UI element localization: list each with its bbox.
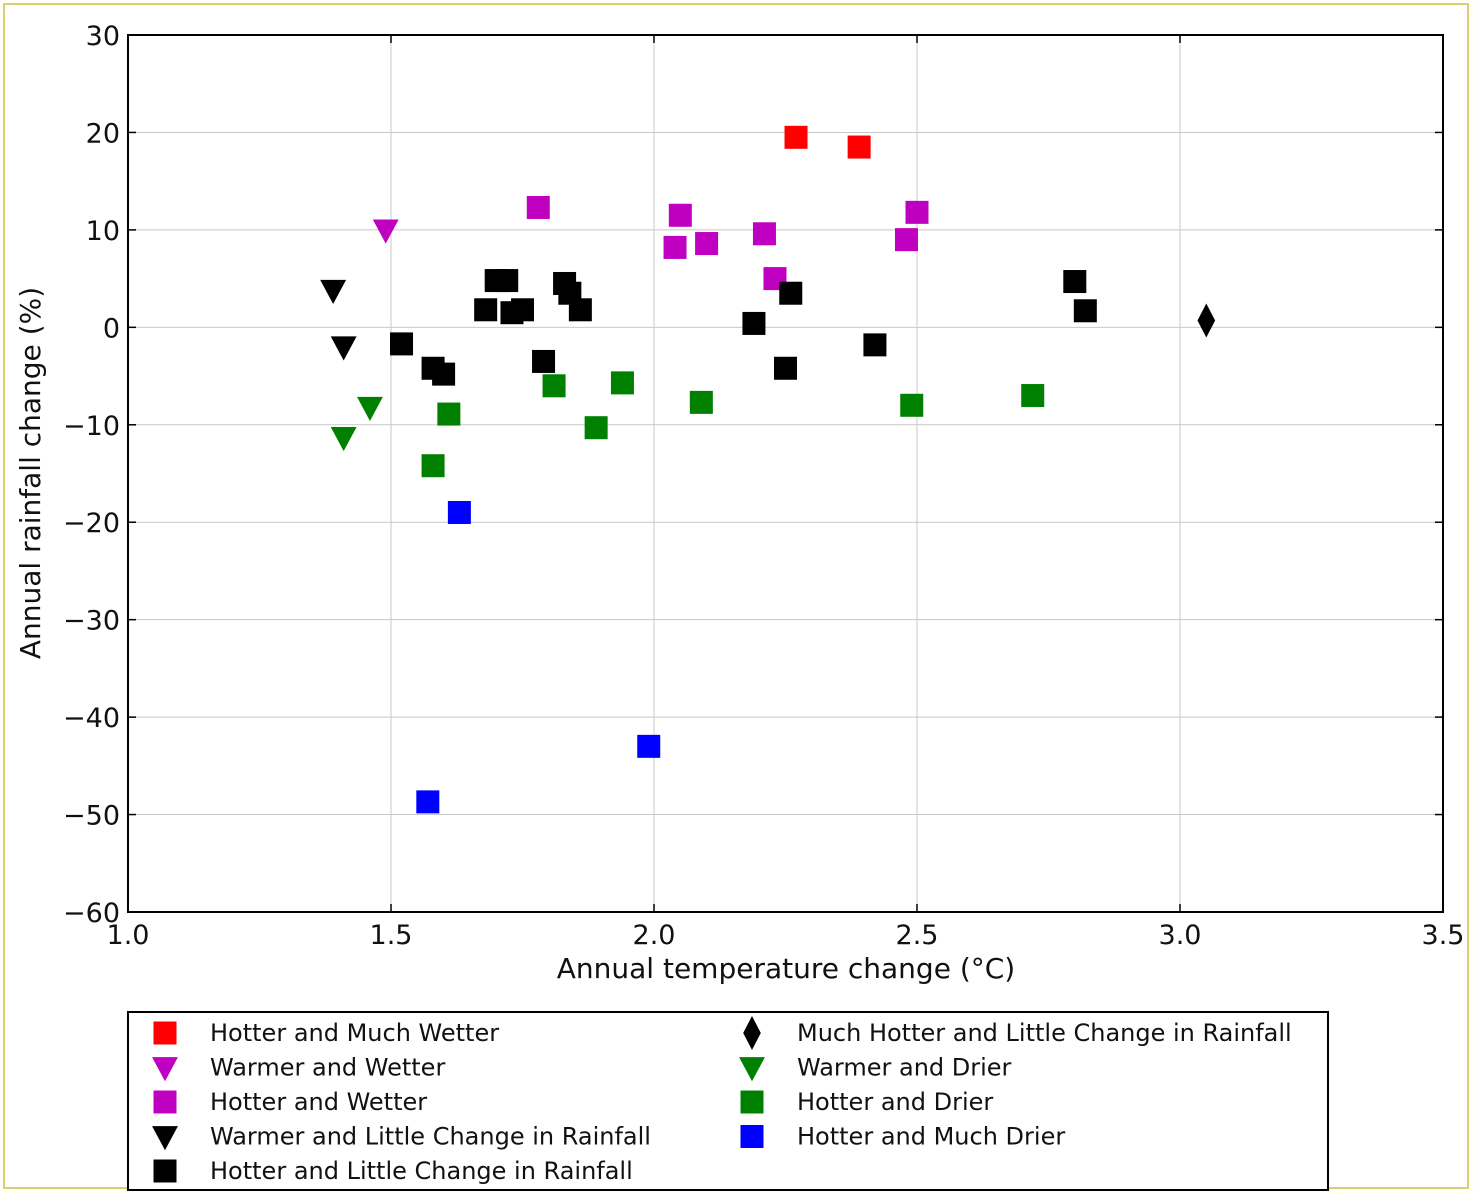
- y-tick-label: −20: [63, 508, 120, 539]
- legend-entry-label: Hotter and Wetter: [210, 1088, 427, 1116]
- data-point: [695, 232, 719, 256]
- data-point: [568, 298, 592, 322]
- y-axis-label: Annual rainfall change (%): [14, 287, 47, 659]
- data-point: [752, 222, 776, 246]
- x-tick-label: 3.0: [1159, 920, 1202, 951]
- points-layer: [320, 125, 1216, 814]
- data-point: [1063, 270, 1087, 294]
- data-point: [447, 500, 471, 524]
- data-point: [372, 219, 399, 244]
- data-point: [863, 333, 887, 357]
- data-point: [742, 311, 766, 335]
- legend-entry-label: Much Hotter and Little Change in Rainfal…: [797, 1019, 1292, 1047]
- data-point: [637, 734, 661, 758]
- legend-entry-label: Hotter and Much Wetter: [210, 1019, 499, 1047]
- data-point: [610, 371, 634, 395]
- data-point: [784, 125, 808, 149]
- y-tick-label: −30: [63, 606, 120, 637]
- data-point: [330, 427, 357, 452]
- y-tick-label: 10: [86, 216, 120, 247]
- legend-entry-label: Hotter and Drier: [797, 1088, 993, 1116]
- x-tick-label: 3.5: [1422, 920, 1465, 951]
- data-point: [511, 298, 534, 322]
- data-point: [421, 454, 445, 478]
- data-point: [668, 203, 692, 227]
- data-point: [330, 336, 357, 361]
- data-point: [542, 374, 566, 398]
- data-point: [1073, 299, 1097, 323]
- data-point: [774, 356, 797, 380]
- legend-entry-label: Hotter and Much Drier: [797, 1123, 1065, 1151]
- data-point: [900, 393, 924, 417]
- legend-entry-label: Warmer and Little Change in Rainfall: [210, 1123, 651, 1151]
- tick-layer: 1.0 1.5 2.0 2.5 3.0 3.5 30 20 10 0 −10 −20 −30 −40 −50…: [63, 21, 1464, 951]
- x-tick-label: 1.5: [370, 920, 413, 951]
- data-point: [474, 298, 498, 322]
- data-point: [894, 228, 918, 252]
- data-point: [779, 281, 803, 305]
- y-tick-label: −10: [63, 411, 120, 442]
- data-point: [584, 416, 608, 440]
- legend-marker: [153, 1021, 177, 1045]
- y-tick-label: 20: [86, 118, 120, 149]
- x-tick-label: 1.0: [107, 920, 150, 951]
- data-point: [905, 200, 929, 224]
- y-tick-label: 0: [103, 313, 120, 344]
- legend-box: [127, 1011, 1329, 1191]
- data-point: [532, 349, 556, 373]
- data-point: [1021, 384, 1045, 408]
- legend-entry-label: Warmer and Wetter: [210, 1054, 445, 1082]
- data-point: [847, 135, 871, 159]
- data-point: [437, 402, 461, 426]
- y-tick-label: −60: [63, 898, 120, 929]
- legend-marker: [740, 1125, 764, 1148]
- legend-marker: [152, 1057, 178, 1082]
- data-point: [495, 269, 519, 293]
- y-tick-label: −40: [63, 703, 120, 734]
- data-point: [689, 390, 713, 414]
- legend-entry-label: Hotter and Little Change in Rainfall: [210, 1157, 633, 1185]
- legend-marker: [740, 1090, 764, 1114]
- legend-marker: [153, 1159, 177, 1183]
- data-point: [526, 195, 550, 219]
- legend: Hotter and Much Wetter Warmer and Wetter H…: [127, 1011, 1329, 1191]
- legend-entry-label: Warmer and Drier: [797, 1054, 1012, 1082]
- legend-marker: [152, 1126, 178, 1151]
- data-point: [1197, 303, 1216, 338]
- x-tick-label: 2.0: [633, 920, 676, 951]
- x-tick-label: 2.5: [896, 920, 939, 951]
- legend-marker: [743, 1015, 761, 1051]
- legend-marker: [153, 1090, 177, 1114]
- data-point: [432, 362, 456, 386]
- grid-layer: [128, 35, 1443, 912]
- legend-marker: [739, 1057, 765, 1082]
- data-point: [320, 279, 347, 305]
- plot-area-frame: [127, 34, 1444, 913]
- data-point: [416, 790, 440, 814]
- x-axis-label: Annual temperature change (°C): [557, 952, 1015, 985]
- figure-frame: [3, 3, 1469, 1189]
- y-tick-label: 30: [86, 21, 120, 52]
- data-point: [357, 396, 383, 421]
- data-point: [390, 332, 414, 356]
- y-tick-label: −50: [63, 801, 120, 832]
- data-point: [663, 235, 687, 259]
